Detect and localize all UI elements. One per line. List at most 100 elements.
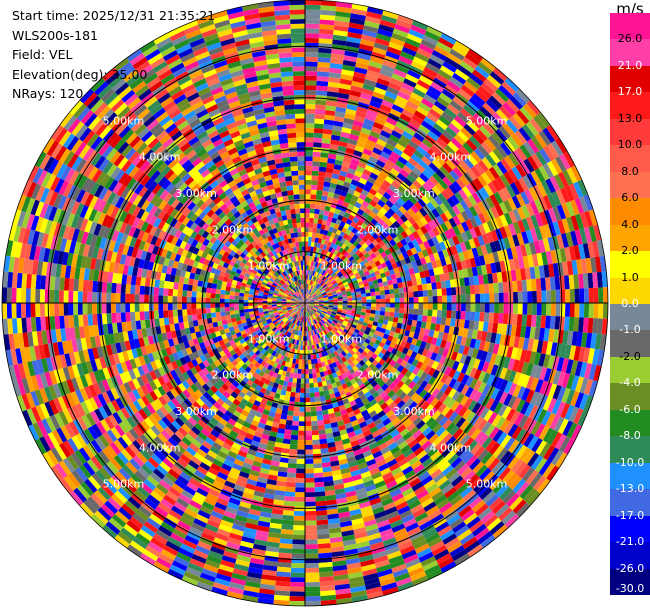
range-gate-cell (577, 179, 588, 197)
range-gate-cell (547, 236, 556, 251)
range-gate-cell (413, 266, 420, 274)
range-gate-cell (522, 124, 535, 139)
range-gate-cell (313, 297, 319, 300)
range-gate-cell (305, 288, 308, 294)
range-gate-cell (455, 149, 467, 161)
range-gate-cell (434, 323, 441, 332)
range-gate-cell (295, 482, 305, 488)
range-gate-cell (328, 306, 334, 309)
range-gate-cell (378, 226, 386, 234)
range-gate-cell (428, 175, 439, 186)
range-gate-cell (350, 179, 359, 187)
range-gate-cell (323, 229, 329, 236)
range-gate-cell (305, 548, 319, 554)
range-gate-cell (305, 56, 318, 62)
range-gate-cell (565, 289, 571, 303)
range-gate-cell (322, 293, 328, 297)
range-gate-cell (289, 396, 296, 402)
range-gate-cell (328, 76, 341, 84)
range-gate-cell (323, 299, 329, 302)
range-gate-cell (419, 327, 426, 335)
range-gate-cell (305, 279, 308, 285)
range-gate-cell (376, 264, 383, 271)
range-gate-cell (423, 116, 436, 127)
range-gate-cell (388, 196, 397, 205)
range-gate-cell (318, 433, 327, 440)
range-gate-cell (479, 293, 485, 303)
range-gate-cell (593, 224, 602, 241)
range-gate-cell (403, 308, 410, 314)
range-gate-cell (305, 511, 317, 517)
range-gate-cell (416, 106, 429, 117)
range-gate-cell (513, 257, 521, 270)
range-gate-cell (305, 563, 319, 569)
range-gate-cell (323, 300, 329, 303)
range-gate-cell (327, 153, 337, 160)
range-gate-cell (282, 514, 294, 521)
range-gate-cell (430, 245, 438, 254)
range-gate-cell (392, 147, 403, 157)
range-gate-cell (298, 425, 305, 431)
range-gate-cell (388, 284, 394, 290)
range-gate-cell (363, 25, 379, 34)
range-gate-cell (550, 289, 556, 303)
range-gate-cell (450, 310, 457, 319)
range-gate-cell (375, 303, 381, 307)
range-gate-cell (601, 271, 608, 288)
range-gate-cell (501, 81, 516, 96)
range-gate-cell (310, 285, 314, 291)
range-gate-cell (316, 190, 323, 196)
range-gate-cell (309, 303, 315, 306)
range-gate-cell (321, 219, 328, 226)
range-gate-cell (534, 226, 543, 241)
range-gate-cell (435, 182, 445, 193)
range-gate-cell (328, 300, 334, 302)
range-gate-cell (319, 209, 325, 216)
range-gate-cell (314, 118, 325, 125)
range-gate-cell (592, 240, 600, 258)
range-gate-cell (446, 333, 454, 343)
range-gate-cell (309, 280, 313, 285)
range-gate-cell (298, 359, 303, 365)
range-gate-cell (400, 258, 407, 266)
range-gate-cell (352, 261, 359, 267)
range-gate-cell (334, 159, 343, 166)
range-gate-cell (416, 145, 428, 156)
range-gate-cell (534, 133, 548, 149)
range-gate-cell (410, 153, 422, 164)
range-gate-cell (329, 67, 343, 74)
range-gate-cell (307, 354, 311, 360)
range-gate-cell (457, 130, 470, 143)
range-gate-cell (346, 142, 357, 150)
range-gate-cell (347, 298, 353, 301)
range-gate-cell (364, 285, 370, 291)
range-gate-cell (365, 239, 372, 246)
range-gate-cell (312, 161, 320, 167)
range-gate-cell (390, 303, 395, 308)
range-gate-cell (309, 270, 312, 276)
range-gate-cell (368, 268, 375, 275)
range-gate-cell (415, 210, 424, 220)
range-gate-cell (369, 130, 381, 139)
range-gate-cell (512, 92, 527, 107)
range-gate-cell (480, 244, 488, 256)
range-gate-cell (365, 15, 381, 25)
range-gate-cell (353, 149, 363, 158)
range-gate-cell (312, 439, 320, 445)
range-gate-cell (412, 56, 428, 67)
range-gate-cell (376, 112, 388, 122)
range-gate-cell (489, 71, 505, 85)
range-gate-cell (347, 269, 353, 275)
range-gate-cell (322, 234, 327, 240)
range-gate-cell (305, 388, 310, 393)
range-gate-cell (314, 301, 320, 303)
range-gate-cell (308, 373, 313, 379)
range-gate-cell (372, 46, 387, 56)
range-gate-cell (363, 318, 370, 324)
range-gate-cell (482, 222, 491, 234)
range-gate-cell (326, 262, 331, 268)
range-gate-cell (305, 435, 313, 441)
range-gate-cell (517, 291, 523, 303)
range-gate-cell (444, 256, 452, 266)
range-gate-cell (434, 274, 441, 283)
